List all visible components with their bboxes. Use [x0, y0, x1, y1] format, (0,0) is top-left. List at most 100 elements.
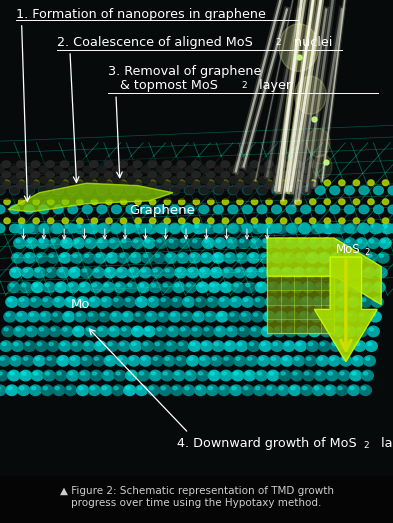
Ellipse shape — [171, 385, 183, 395]
Ellipse shape — [287, 312, 299, 322]
Ellipse shape — [126, 224, 136, 233]
Ellipse shape — [224, 253, 236, 263]
Ellipse shape — [0, 205, 5, 214]
Ellipse shape — [14, 238, 26, 248]
Ellipse shape — [293, 267, 305, 278]
Ellipse shape — [248, 341, 259, 351]
Ellipse shape — [208, 386, 213, 390]
Ellipse shape — [250, 238, 261, 248]
Ellipse shape — [18, 313, 22, 316]
Ellipse shape — [324, 218, 331, 224]
Ellipse shape — [257, 186, 267, 195]
Ellipse shape — [301, 297, 312, 307]
Ellipse shape — [206, 385, 218, 395]
Ellipse shape — [320, 326, 332, 337]
Ellipse shape — [114, 298, 118, 301]
Ellipse shape — [309, 254, 313, 257]
Ellipse shape — [17, 161, 25, 167]
Ellipse shape — [371, 297, 383, 307]
Ellipse shape — [178, 199, 185, 204]
Ellipse shape — [163, 172, 171, 178]
Ellipse shape — [192, 161, 200, 167]
Ellipse shape — [79, 298, 83, 301]
Ellipse shape — [164, 218, 170, 224]
Ellipse shape — [106, 269, 110, 272]
Ellipse shape — [77, 297, 88, 307]
Ellipse shape — [199, 224, 209, 233]
Ellipse shape — [342, 357, 346, 360]
Ellipse shape — [340, 356, 352, 366]
Ellipse shape — [328, 356, 340, 366]
Ellipse shape — [368, 218, 374, 224]
Ellipse shape — [163, 267, 175, 278]
Ellipse shape — [136, 313, 140, 316]
Ellipse shape — [28, 312, 39, 322]
Ellipse shape — [185, 298, 189, 301]
Ellipse shape — [126, 370, 138, 381]
Ellipse shape — [273, 187, 282, 194]
Ellipse shape — [320, 254, 325, 257]
Ellipse shape — [28, 328, 32, 331]
Ellipse shape — [189, 357, 193, 360]
Ellipse shape — [369, 223, 381, 234]
Ellipse shape — [359, 186, 369, 195]
Ellipse shape — [358, 312, 369, 322]
Text: 4. Downward growth of MoS: 4. Downward growth of MoS — [177, 437, 356, 450]
Ellipse shape — [338, 370, 350, 381]
Ellipse shape — [151, 283, 156, 287]
Ellipse shape — [6, 385, 18, 395]
Ellipse shape — [371, 225, 376, 228]
Ellipse shape — [141, 357, 146, 360]
Ellipse shape — [104, 267, 116, 278]
Ellipse shape — [69, 187, 77, 194]
Ellipse shape — [202, 343, 207, 346]
Ellipse shape — [63, 328, 67, 331]
Ellipse shape — [84, 238, 96, 248]
Ellipse shape — [163, 161, 171, 167]
Ellipse shape — [287, 223, 299, 234]
Ellipse shape — [31, 282, 43, 292]
Ellipse shape — [57, 372, 61, 375]
Ellipse shape — [195, 313, 199, 316]
Ellipse shape — [244, 370, 255, 381]
Ellipse shape — [365, 253, 377, 263]
Ellipse shape — [165, 269, 169, 272]
Ellipse shape — [88, 297, 100, 307]
Ellipse shape — [98, 166, 107, 173]
Ellipse shape — [94, 341, 106, 351]
Ellipse shape — [26, 326, 37, 337]
Ellipse shape — [155, 343, 160, 346]
Ellipse shape — [79, 370, 90, 381]
Ellipse shape — [75, 172, 84, 178]
Text: & topmost MoS: & topmost MoS — [108, 79, 218, 93]
Ellipse shape — [222, 218, 229, 224]
Ellipse shape — [53, 297, 65, 307]
Ellipse shape — [49, 326, 61, 337]
Ellipse shape — [104, 356, 116, 366]
Ellipse shape — [112, 385, 124, 395]
Ellipse shape — [157, 312, 169, 322]
Ellipse shape — [192, 172, 200, 178]
Ellipse shape — [106, 341, 118, 351]
Ellipse shape — [122, 240, 126, 243]
Ellipse shape — [77, 385, 88, 395]
Ellipse shape — [39, 312, 51, 322]
Ellipse shape — [206, 297, 218, 307]
Ellipse shape — [301, 313, 305, 316]
Ellipse shape — [314, 282, 326, 292]
Ellipse shape — [259, 269, 264, 272]
Ellipse shape — [271, 269, 275, 272]
Ellipse shape — [39, 186, 49, 195]
Ellipse shape — [73, 254, 77, 257]
Ellipse shape — [221, 182, 230, 188]
Ellipse shape — [226, 343, 230, 346]
Ellipse shape — [65, 297, 77, 307]
Ellipse shape — [45, 283, 50, 287]
Ellipse shape — [0, 341, 12, 351]
Ellipse shape — [196, 370, 208, 381]
Ellipse shape — [12, 253, 24, 263]
Ellipse shape — [173, 298, 177, 301]
Ellipse shape — [244, 386, 248, 390]
Ellipse shape — [120, 254, 124, 257]
Ellipse shape — [316, 356, 328, 366]
